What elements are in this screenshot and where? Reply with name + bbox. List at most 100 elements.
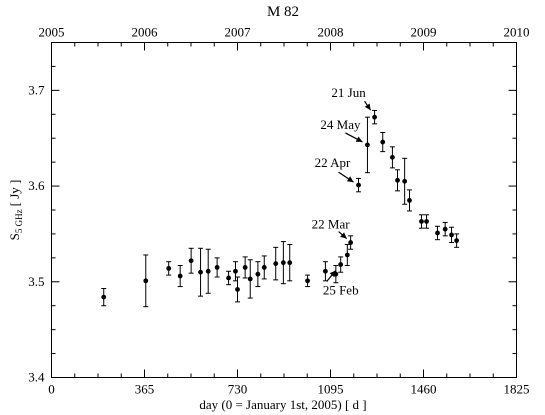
point-marker: [380, 139, 386, 145]
point-marker: [226, 275, 231, 281]
top-tick-label: 2008: [318, 25, 344, 40]
annotation: 21 Jun: [331, 85, 372, 111]
x-tick-label: 1825: [504, 382, 530, 397]
data-point: [198, 247, 204, 297]
data-point: [235, 276, 240, 303]
chart-title: M 82: [267, 4, 299, 20]
annotation-label: 25 Feb: [323, 283, 359, 298]
data-point: [364, 116, 370, 174]
point-marker: [395, 177, 400, 183]
y-tick-label: 3.7: [28, 82, 45, 97]
top-tick-label: 2009: [411, 25, 437, 40]
data-point: [242, 256, 248, 279]
point-marker: [188, 258, 194, 264]
data-point: [255, 261, 261, 288]
top-year-axis: 2005 2006 2007 2008 2009 2010: [39, 25, 530, 51]
annotation: 25 Feb: [323, 270, 359, 298]
data-point: [214, 257, 220, 278]
data-point: [442, 221, 448, 237]
point-marker: [287, 260, 293, 266]
y-tick-label: 3.4: [28, 370, 45, 385]
point-marker: [101, 294, 107, 300]
x-tick-label: 1095: [318, 382, 344, 397]
point-marker: [402, 178, 408, 184]
y-axis: 3.4 3.5 3.6 3.7: [28, 65, 517, 385]
point-marker: [356, 182, 361, 188]
plot-frame: [51, 42, 517, 378]
y-tick-label: 3.5: [28, 274, 44, 289]
data-point: [247, 259, 253, 299]
data-point: [338, 256, 344, 273]
data-point: [261, 255, 267, 280]
point-marker: [205, 268, 211, 274]
data-point: [205, 248, 211, 294]
svg-text:S5 GHz[ Jy ]: S5 GHz [ Jy ]: [7, 180, 24, 241]
y-axis-label-main: S: [7, 233, 22, 240]
top-tick-label: 2010: [504, 25, 530, 40]
data-point: [101, 287, 107, 307]
point-marker: [365, 142, 370, 148]
point-marker: [435, 230, 440, 236]
point-marker: [166, 265, 172, 271]
data-point: [232, 261, 238, 282]
data-point: [389, 146, 395, 169]
annotation: 24 May: [320, 117, 363, 143]
x-axis: 0 365 730 1095 1460 1825: [48, 369, 530, 397]
point-marker: [235, 287, 240, 292]
data-point: [424, 214, 430, 229]
data-point: [226, 270, 232, 286]
data-point: [454, 233, 460, 248]
data-point: [344, 243, 350, 267]
x-axis-label: day (0 = January 1st, 2005) [ d ]: [199, 397, 366, 412]
point-marker: [280, 260, 286, 266]
top-tick-label: 2005: [39, 25, 65, 40]
y-axis-label-sub: 5 GHz: [14, 209, 24, 233]
point-marker: [344, 252, 350, 258]
annotation: 22 Apr: [315, 155, 354, 183]
arrowhead: [364, 103, 371, 111]
arrowhead: [355, 136, 363, 142]
x-tick-label: 1460: [411, 382, 437, 397]
data-point: [280, 241, 286, 285]
point-marker: [198, 269, 203, 275]
data-point: [322, 261, 328, 282]
data-point: [402, 157, 408, 205]
x-tick-label: 0: [48, 382, 55, 397]
point-marker: [177, 273, 183, 279]
data-point: [273, 246, 279, 281]
data-point: [372, 109, 378, 125]
point-marker: [338, 262, 344, 267]
point-marker: [372, 114, 377, 120]
annotations: 21 Jun 24 May 22 Apr 22 Mar 25 Feb: [312, 85, 372, 298]
point-marker: [261, 265, 267, 270]
x-tick-label: 365: [135, 382, 155, 397]
annotation-label: 22 Apr: [315, 155, 351, 170]
y-axis-label-unit: [ Jy ]: [7, 180, 22, 207]
point-marker: [424, 219, 429, 224]
point-marker: [233, 268, 238, 274]
arrowhead: [346, 176, 354, 183]
data-point: [166, 261, 172, 276]
point-marker: [419, 219, 424, 224]
data-point: [449, 226, 455, 244]
data-point: [348, 235, 354, 250]
annotation-label: 24 May: [320, 117, 361, 132]
data-point: [143, 254, 149, 308]
data-point: [188, 247, 194, 274]
point-marker: [390, 154, 395, 160]
point-marker: [242, 265, 248, 270]
point-marker: [407, 198, 412, 203]
point-marker: [143, 278, 149, 284]
annotation: 22 Mar: [312, 217, 350, 239]
point-marker: [449, 232, 454, 238]
data-point: [177, 265, 183, 288]
data-series: [101, 109, 460, 308]
y-axis-label: S5 GHz [ Jy ]: [7, 180, 24, 241]
y-tick-label: 3.6: [28, 178, 45, 193]
data-point: [305, 274, 311, 288]
point-marker: [454, 238, 460, 244]
top-tick-label: 2006: [132, 25, 159, 40]
annotation-label: 21 Jun: [331, 85, 366, 100]
